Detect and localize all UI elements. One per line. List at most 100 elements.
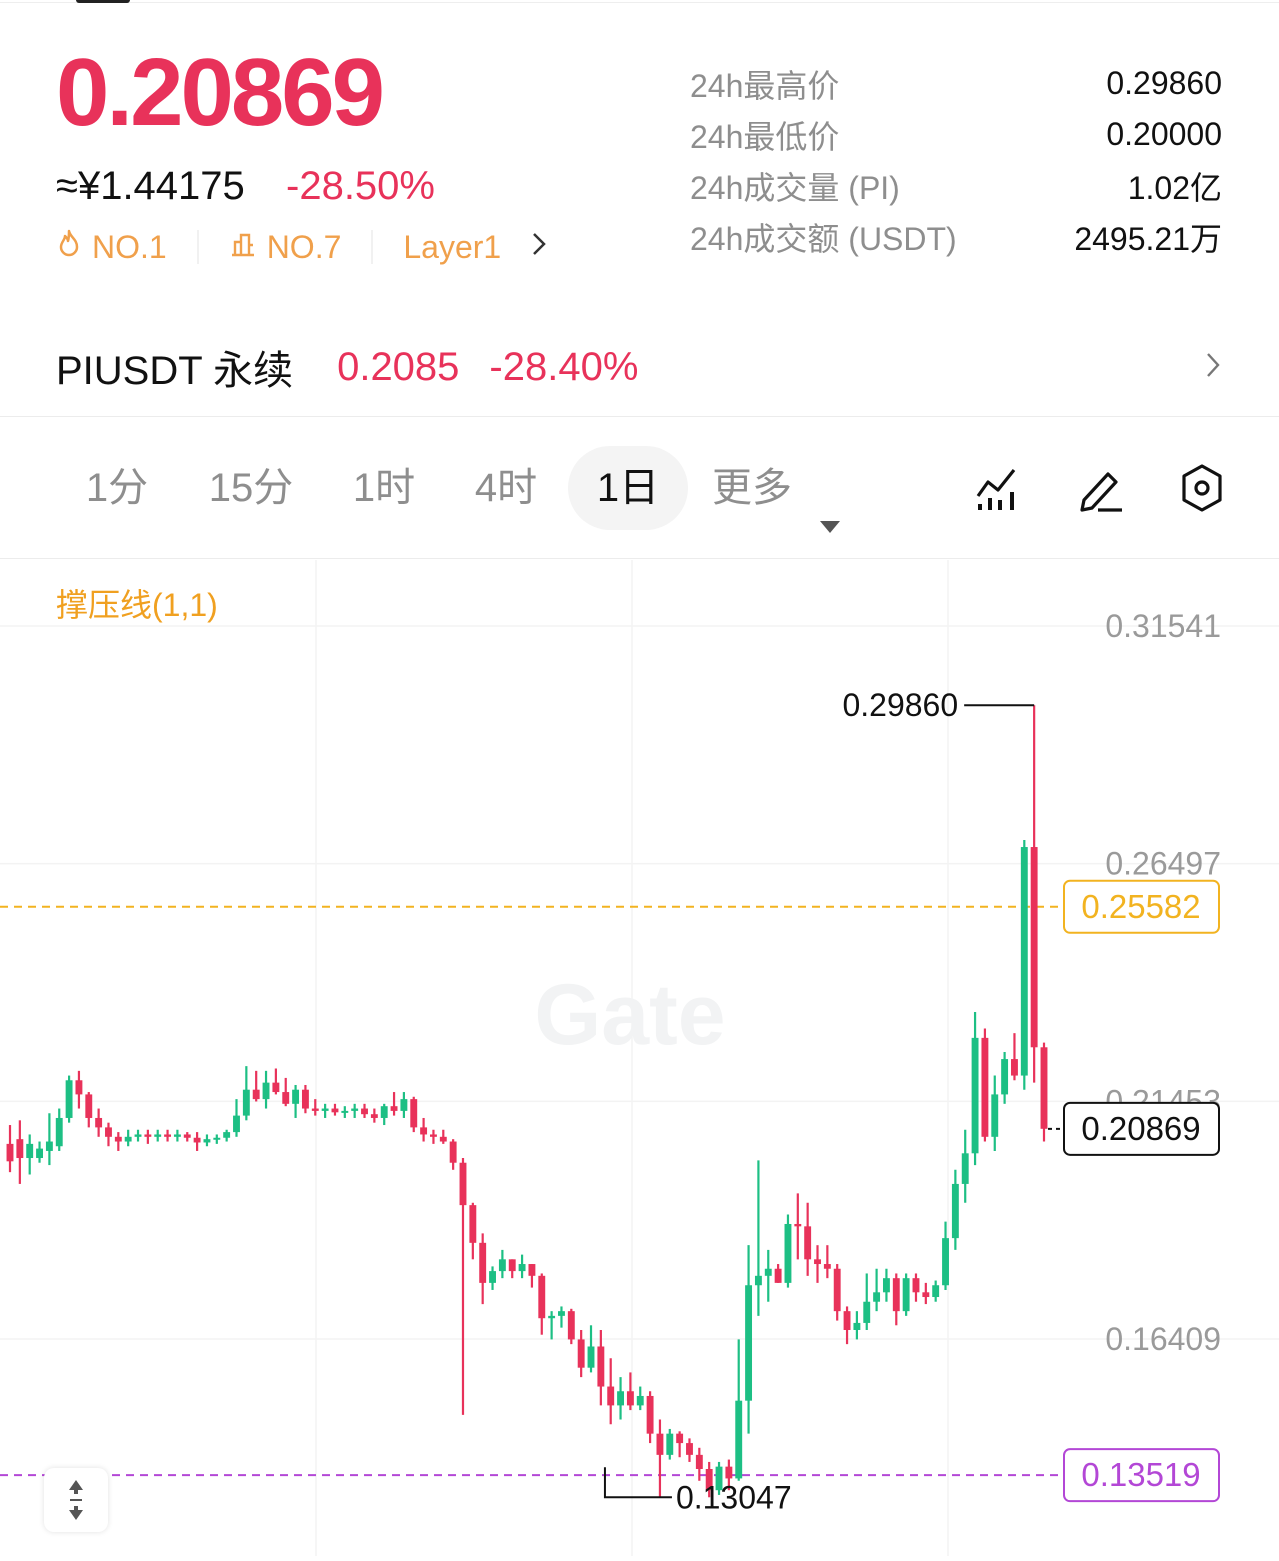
candle-body: [55, 1117, 63, 1147]
candlestick-chart[interactable]: Gate 0.31541 0.26497 0.21453 0.16409 0.25582…: [0, 560, 1279, 1556]
candle-body: [331, 1108, 339, 1113]
perpetual-change: -28.40%: [489, 344, 639, 389]
candle-body: [262, 1082, 270, 1100]
candle-body: [459, 1162, 467, 1206]
tag-row: NO.1 NO.7 Layer1: [56, 228, 547, 266]
candle: [154, 1129, 162, 1142]
indicator-label[interactable]: 撑压线(1,1): [56, 587, 218, 623]
tag-rank-cap[interactable]: NO.7: [229, 229, 341, 266]
candle-body: [479, 1242, 487, 1283]
candle-body: [1001, 1059, 1009, 1095]
candle: [804, 1202, 812, 1276]
candle: [814, 1245, 821, 1283]
watermark-logo: Gate: [534, 967, 725, 1063]
candle: [932, 1280, 940, 1302]
candle-body: [902, 1278, 910, 1312]
candle: [784, 1214, 792, 1288]
candle: [459, 1158, 467, 1415]
stat-row: 24h最高价 0.29860: [690, 58, 1222, 109]
candle-body: [873, 1292, 881, 1302]
stat-row: 24h最低价 0.20000: [690, 109, 1222, 160]
tab-15m[interactable]: 15分: [208, 466, 294, 510]
candle-body: [843, 1311, 851, 1331]
y-axis: 0.315410.264970.214530.164090.255820.135…: [1048, 608, 1221, 1503]
candle-body: [981, 1037, 989, 1137]
tag-separator: [196, 230, 199, 264]
candle-body: [173, 1134, 181, 1137]
candle: [518, 1254, 526, 1279]
candle: [321, 1103, 329, 1118]
candle-body: [439, 1136, 447, 1142]
support-price-box: 0.13519: [1063, 1448, 1220, 1503]
candle: [479, 1233, 487, 1305]
perpetual-row[interactable]: PIUSDT 永续 0.2085 -28.40%: [56, 338, 1222, 396]
candle: [922, 1282, 930, 1305]
candle: [173, 1129, 181, 1142]
tab-1d[interactable]: 1日: [568, 446, 688, 530]
candle-body: [695, 1454, 703, 1470]
candle: [16, 1120, 24, 1184]
candle: [725, 1459, 733, 1491]
scroll-reset-button[interactable]: [44, 1468, 108, 1532]
tab-1m[interactable]: 1分: [85, 466, 149, 510]
stat-label: 24h最高价: [690, 67, 840, 104]
tag-sector-label: Layer1: [403, 228, 502, 265]
candle-body: [567, 1311, 575, 1340]
candle: [183, 1132, 191, 1142]
candle-body: [636, 1395, 644, 1406]
candle: [262, 1070, 270, 1109]
candle-body: [754, 1275, 762, 1286]
tag-sector[interactable]: Layer1: [403, 229, 547, 266]
last-price-box-frame: [1063, 1101, 1220, 1156]
candle: [607, 1358, 615, 1425]
draw-pencil-icon[interactable]: [1076, 462, 1126, 519]
tab-more[interactable]: 更多: [712, 446, 852, 533]
candle: [341, 1106, 349, 1118]
tab-4h[interactable]: 4时: [474, 466, 538, 510]
candle: [390, 1092, 398, 1116]
candle: [558, 1306, 565, 1328]
candle-body: [823, 1264, 831, 1269]
fire-icon: [56, 228, 82, 266]
candle: [430, 1129, 437, 1144]
resistance-price-box-text: 0.25582: [1081, 888, 1200, 925]
candle: [331, 1103, 339, 1116]
candle: [144, 1129, 152, 1144]
candle: [577, 1330, 585, 1378]
candle: [242, 1066, 250, 1121]
candle-body: [242, 1089, 250, 1116]
tab-1h[interactable]: 1时: [352, 466, 416, 510]
candle: [745, 1245, 753, 1434]
candle: [617, 1377, 624, 1420]
candle: [892, 1273, 900, 1326]
y-tick-label: 0.26497: [1105, 846, 1221, 882]
candle-body: [193, 1137, 201, 1143]
candle-body: [715, 1466, 723, 1491]
candle: [164, 1129, 172, 1142]
candle-body: [16, 1139, 24, 1159]
candle: [951, 1169, 959, 1250]
stat-label: 24h成交量 (PI): [690, 169, 900, 206]
candle: [853, 1311, 861, 1340]
candle-body: [341, 1110, 349, 1113]
candle: [1001, 1052, 1009, 1104]
candle: [292, 1084, 300, 1118]
indicator-icon[interactable]: [974, 462, 1022, 519]
candle: [439, 1129, 447, 1144]
candle: [587, 1325, 595, 1373]
candle-body: [1040, 1047, 1048, 1129]
candle: [95, 1108, 103, 1137]
candle-body: [942, 1238, 949, 1286]
candle: [351, 1103, 359, 1118]
tag-rank-hot[interactable]: NO.1: [56, 228, 167, 266]
candle-body: [508, 1259, 516, 1272]
candle-body: [124, 1136, 132, 1142]
candle-body: [617, 1391, 624, 1406]
perpetual-name: PIUSDT 永续: [56, 349, 294, 393]
low-marker-label: 0.13047: [676, 1479, 792, 1515]
settings-hexagon-icon[interactable]: [1178, 462, 1226, 519]
candle: [774, 1264, 782, 1283]
candle: [676, 1431, 684, 1458]
candle-body: [75, 1080, 83, 1095]
low-marker-line: [603, 1467, 672, 1499]
